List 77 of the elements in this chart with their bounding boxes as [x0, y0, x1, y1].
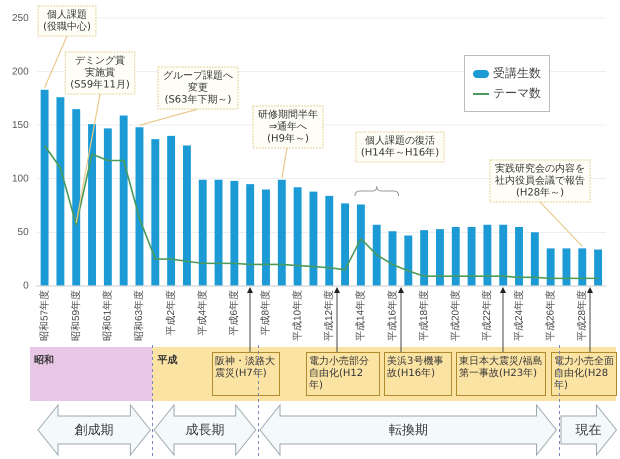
x-tick-label: 昭和61年度 [102, 290, 114, 341]
bar [40, 90, 49, 286]
bar [341, 203, 350, 286]
annotation: グループ課題へ変更(S63年下期～) [163, 70, 233, 106]
x-tick-label: 平成2年度 [164, 290, 177, 336]
bar [546, 248, 555, 286]
text: 平成 [157, 355, 178, 367]
bar [388, 231, 396, 286]
bar [214, 180, 223, 286]
bar [198, 180, 207, 286]
legend-label: 受講生数 [493, 65, 541, 82]
bar [356, 204, 365, 286]
annotation: 研修期間半年⇒通年へ(H9年～) [258, 108, 318, 145]
bar [104, 128, 112, 286]
bar [562, 248, 570, 286]
text: 現在 [574, 423, 602, 438]
x-tick-label: 平成18年度 [418, 290, 430, 341]
x-tick-label: 昭和63年度 [133, 290, 146, 341]
bar [404, 236, 412, 286]
y-tick-label: 250 [12, 12, 30, 24]
x-tick-label: 平成12年度 [323, 290, 335, 341]
bar [230, 180, 238, 286]
x-tick-label: 平成4年度 [196, 290, 208, 336]
annotation: デミング賞実施賞(S59年11月) [70, 54, 130, 91]
bar [468, 226, 476, 286]
bar [120, 116, 128, 286]
text: 美浜3号機事故(H16年) [384, 352, 452, 396]
bar [436, 229, 444, 286]
y-tick-label: 50 [18, 227, 30, 238]
x-tick-label: 平成28年度 [576, 290, 588, 341]
x-tick-label: 平成16年度 [386, 290, 398, 341]
text: 電力小売部分自由化(H12年) [306, 352, 380, 396]
bar [515, 226, 523, 286]
bar [136, 127, 144, 286]
text: 昭和 [34, 355, 54, 367]
bar [420, 230, 428, 286]
text: 東日本大震災/福島第一事故(H23年) [456, 352, 546, 396]
annotation: 個人課題(役職中心) [43, 8, 91, 33]
legend-label: テーマ数 [493, 85, 541, 102]
x-tick-label: 平成6年度 [228, 290, 240, 336]
x-tick-label: 昭和59年度 [70, 290, 82, 341]
bar [246, 184, 254, 286]
bar [309, 192, 318, 286]
x-tick-label: 平成22年度 [481, 290, 494, 341]
x-tick-label: 平成24年度 [512, 290, 525, 341]
text: 成長期 [184, 423, 226, 438]
bar [578, 248, 586, 286]
bar [325, 196, 334, 286]
x-tick-label: 平成20年度 [450, 290, 462, 341]
annotation: 個人課題の復活(H14年～H16年) [360, 134, 440, 159]
y-tick-label: 150 [12, 120, 30, 131]
bar [499, 224, 508, 286]
bar [72, 109, 80, 286]
y-tick-label: 100 [12, 173, 30, 184]
bar [452, 226, 460, 286]
y-tick-label: 200 [12, 66, 30, 78]
bar [294, 187, 302, 286]
bar [372, 224, 381, 286]
bar [483, 224, 492, 286]
x-tick-label: 平成8年度 [260, 290, 272, 336]
bar [88, 124, 96, 286]
bar [262, 189, 270, 286]
bar [530, 232, 539, 286]
bar [151, 139, 160, 286]
x-tick-label: 平成14年度 [354, 290, 367, 341]
bar [594, 249, 602, 286]
x-tick-label: 昭和57年度 [38, 290, 50, 341]
x-tick-label: 平成26年度 [544, 290, 556, 341]
text: 創成期 [74, 423, 115, 438]
y-tick-label: 0 [23, 280, 30, 292]
text: 転換期 [388, 423, 429, 438]
bar [182, 146, 191, 286]
bar [278, 180, 286, 286]
bar [167, 136, 176, 286]
annotation: 実践研究会の内容を社内役員会議で報告(H28年～) [495, 162, 585, 199]
bar [56, 97, 64, 286]
x-tick-label: 平成10年度 [291, 290, 304, 341]
